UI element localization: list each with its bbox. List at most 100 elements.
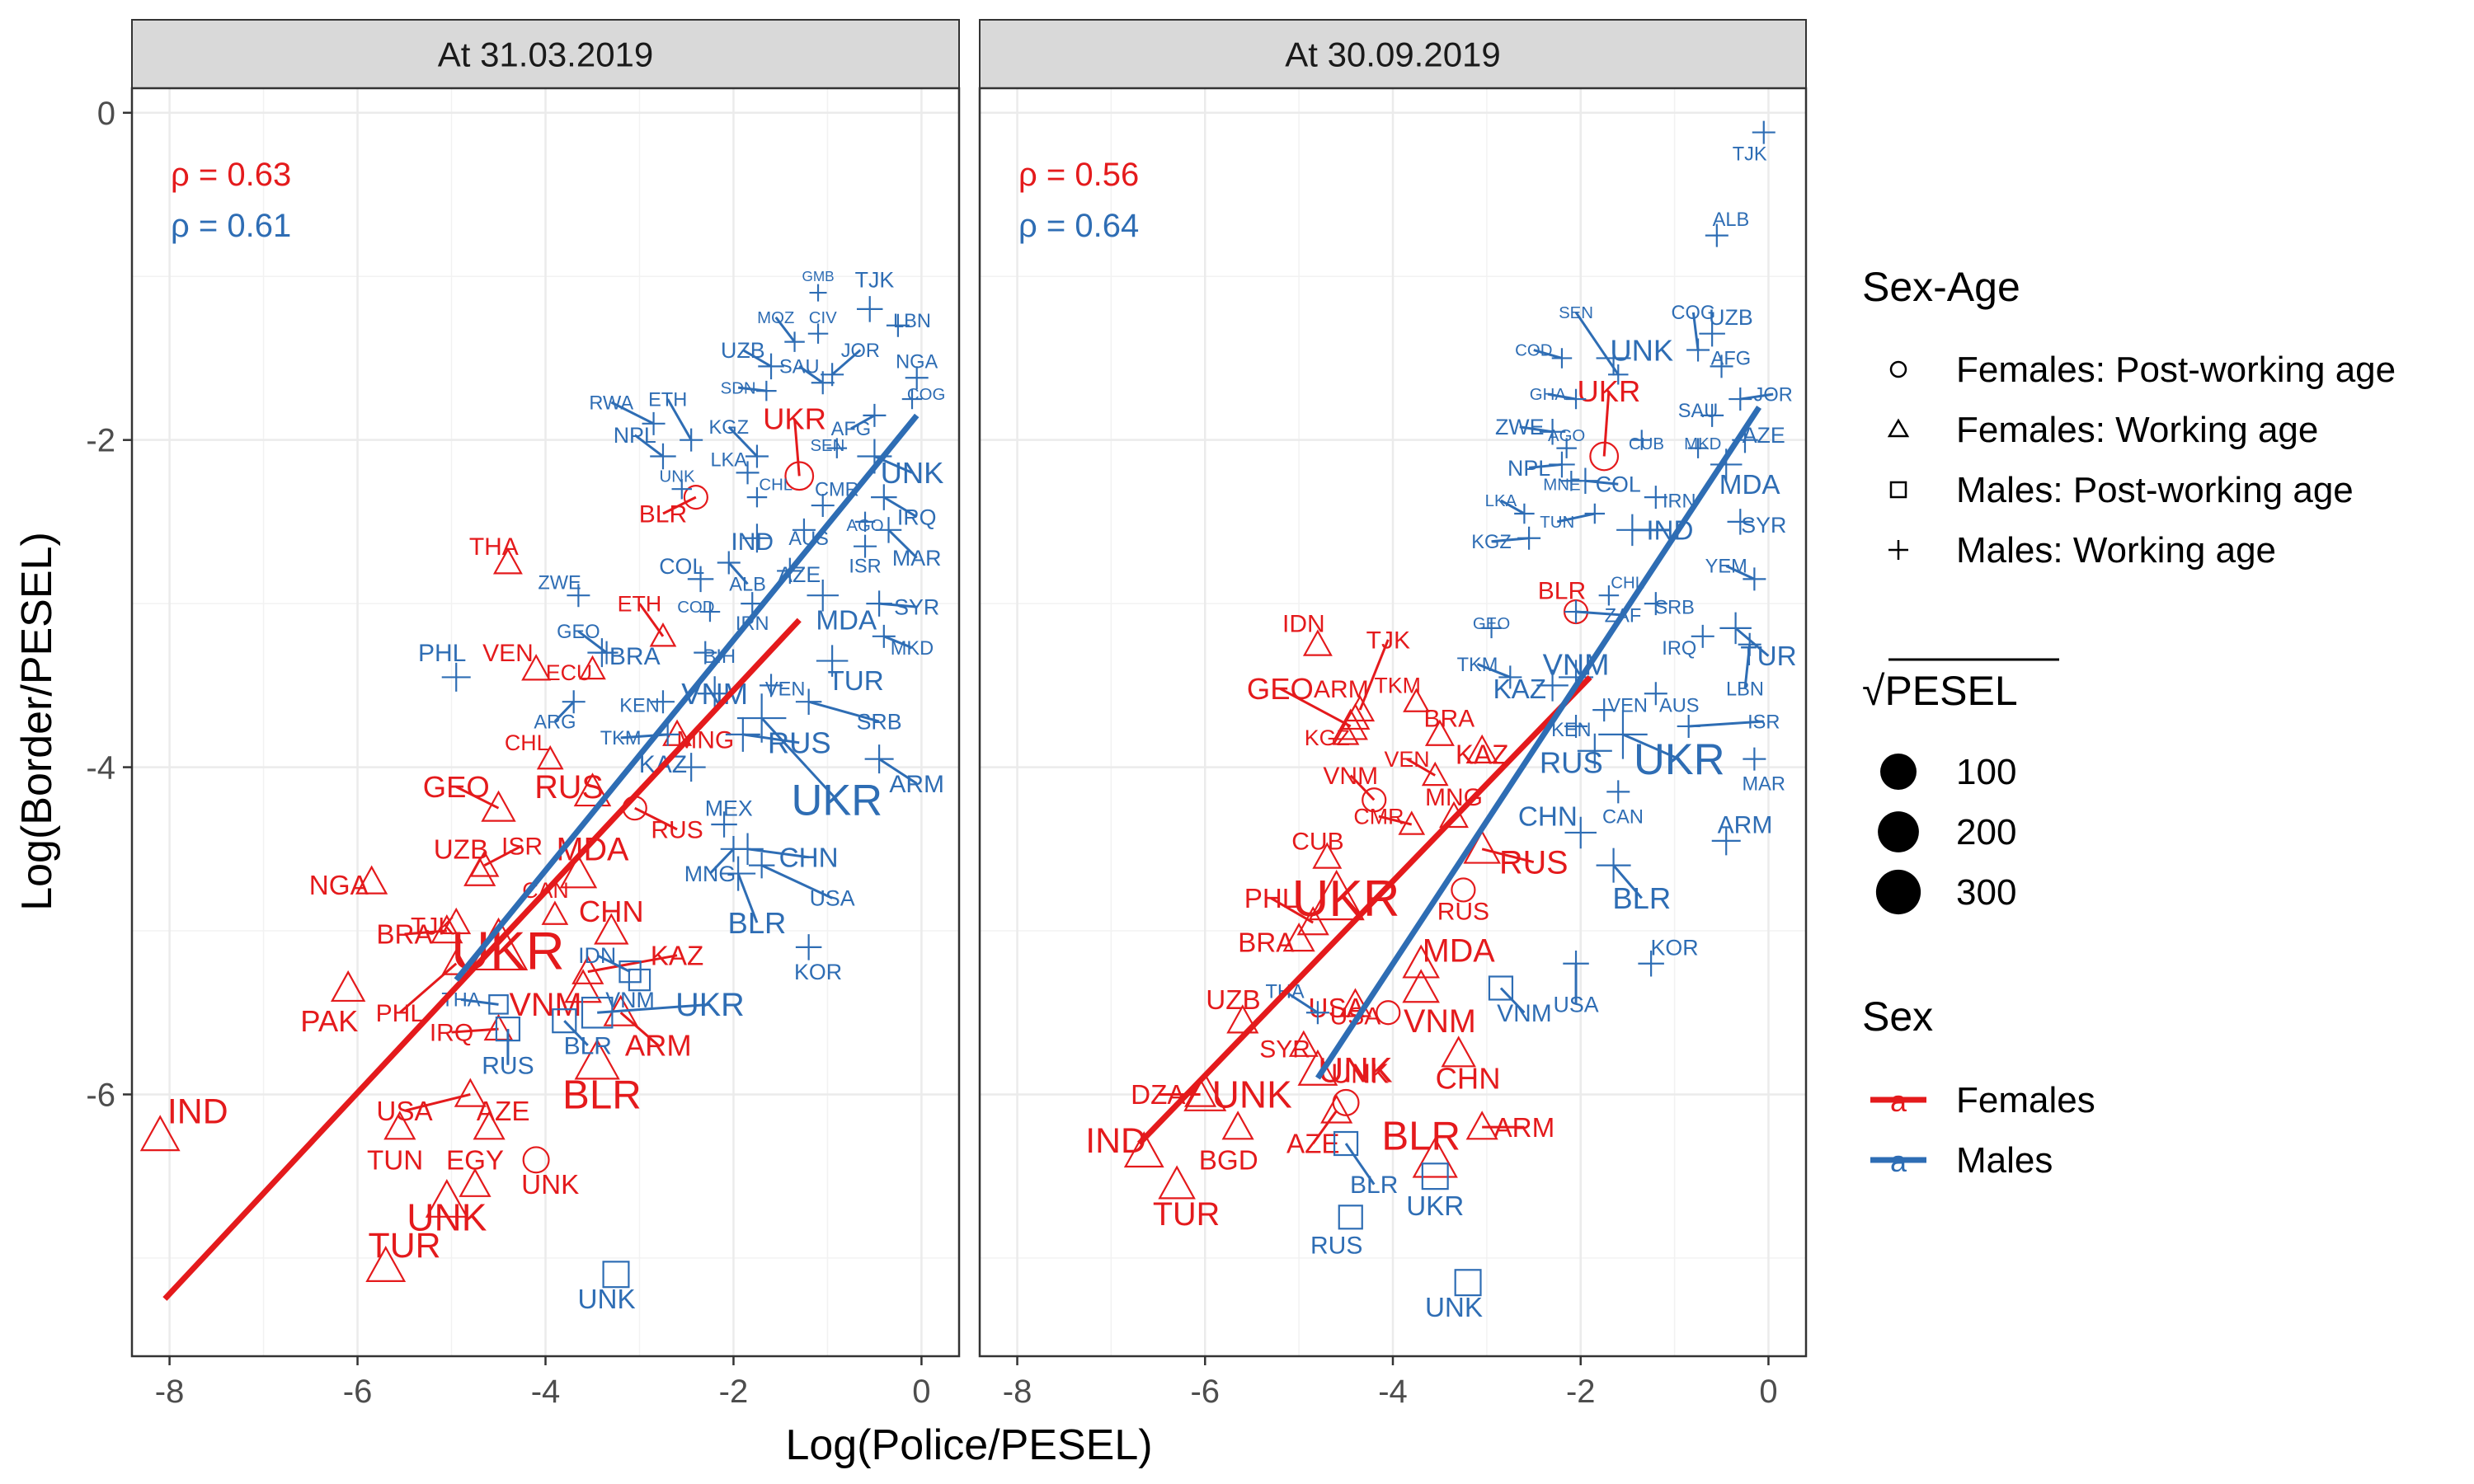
- point-label: EGY: [446, 1145, 504, 1176]
- point-aus: [792, 518, 816, 542]
- point-tkm: [1498, 665, 1522, 689]
- point-geo: [1333, 708, 1368, 740]
- label-leader: [610, 401, 655, 425]
- label-leader: [404, 1093, 471, 1112]
- legend-size-label: 300: [1956, 872, 2016, 913]
- point-kaz: [1465, 734, 1498, 763]
- point-label: PAK: [300, 1004, 358, 1038]
- point-label: BLR: [564, 1032, 612, 1059]
- x-tick-label: -2: [1566, 1374, 1596, 1410]
- legend-color-items: a Females a Males: [1870, 1080, 2095, 1181]
- point-sau: [1700, 403, 1724, 427]
- point-label: IND: [1085, 1121, 1146, 1161]
- point-label: GHA: [1530, 386, 1567, 404]
- point-label: TJK: [411, 913, 454, 941]
- point-chl: [1598, 585, 1620, 606]
- point-unk: [1596, 340, 1631, 376]
- point-phl: [1296, 906, 1329, 936]
- legend: Sex-Age Females: Post-working ageFemales…: [1862, 264, 2396, 1181]
- label-leader: [850, 414, 876, 430]
- point-ago: [1556, 438, 1577, 458]
- rho-annotation-females: ρ = 0.56: [1018, 157, 1139, 193]
- point-lbn: [1738, 632, 1761, 656]
- point-nga: [905, 366, 929, 390]
- point-can: [541, 900, 569, 925]
- point-lbn: [886, 313, 910, 337]
- point-sdn: [756, 380, 777, 402]
- point-label: CUB: [1629, 435, 1664, 453]
- point-label: VNM: [1404, 1003, 1476, 1040]
- point-label: TUR: [828, 666, 884, 697]
- point-idn: [1302, 629, 1333, 656]
- point-label: CUB: [1291, 828, 1343, 855]
- point-label: MDA: [816, 606, 877, 636]
- x-tick-label: -8: [1003, 1374, 1032, 1410]
- point-isr: [469, 850, 500, 877]
- point-label: VEN: [482, 640, 534, 667]
- point-label: COL: [1596, 472, 1641, 497]
- point-ind: [1616, 514, 1649, 547]
- label-leader: [1358, 639, 1390, 711]
- point-bra: [1282, 922, 1315, 952]
- label-leader: [887, 528, 918, 559]
- label-leader: [1688, 720, 1764, 728]
- point-cmr: [811, 494, 835, 518]
- legend-size-dot: [1875, 869, 1921, 915]
- point-aze: [1320, 1094, 1353, 1124]
- point-mng: [662, 719, 693, 746]
- label-leader: [398, 962, 458, 1014]
- point-label: ISR: [849, 556, 881, 578]
- point-label: KAZ: [651, 941, 704, 971]
- point-uzb: [1226, 1004, 1259, 1034]
- point-srb: [1644, 592, 1667, 616]
- point-label: SAU: [779, 357, 820, 378]
- point-usa: [748, 852, 775, 879]
- point-label: RUS: [1540, 745, 1603, 779]
- point-label: AFG: [831, 419, 872, 440]
- point-label: AUS: [1659, 695, 1700, 716]
- point-label: JOR: [1754, 384, 1793, 406]
- point-ind: [1123, 1131, 1164, 1168]
- point-bgd: [1221, 1111, 1254, 1140]
- point-label: BLR: [639, 500, 687, 528]
- point-blr: [1412, 1136, 1458, 1178]
- y-tick-label: -4: [86, 750, 115, 787]
- point-label: KGZ: [708, 417, 749, 439]
- label-leader: [760, 717, 838, 801]
- label-leader: [404, 929, 447, 936]
- point-label: RUS: [1437, 899, 1489, 926]
- point-label: KEN: [619, 695, 660, 716]
- point-jor: [1729, 387, 1752, 411]
- point-label: CHL: [759, 476, 793, 494]
- point-label: BLR: [562, 1073, 642, 1118]
- legend-shape-circle: [1889, 360, 1907, 378]
- legend-shape-title: Sex-Age: [1862, 264, 2020, 310]
- point-kaz: [1536, 669, 1569, 702]
- point-arm: [1711, 826, 1741, 856]
- point-ecu: [579, 655, 606, 680]
- point-label: IND: [167, 1092, 228, 1131]
- y-axis-title: Log(Border/PESEL): [13, 532, 61, 911]
- point-label: GEO: [1247, 672, 1314, 706]
- point-blr: [683, 485, 708, 510]
- point-usa: [1563, 950, 1589, 977]
- point-label: YEM: [1705, 556, 1747, 578]
- point-label: ARM: [1718, 812, 1773, 839]
- label-leader: [708, 848, 735, 875]
- point-ind: [742, 524, 772, 553]
- label-leader: [1284, 990, 1319, 1014]
- point-label: CHL: [505, 730, 549, 755]
- point-cub: [1631, 430, 1652, 450]
- point-chl: [746, 486, 768, 508]
- point-label: GMB: [802, 268, 834, 284]
- point-ind: [139, 1115, 181, 1152]
- point-eth: [680, 428, 703, 452]
- point-label: RUS: [651, 816, 703, 843]
- point-label: CHN: [779, 843, 839, 873]
- point-label: RUS: [482, 1052, 534, 1079]
- point-label: ETH: [618, 592, 662, 617]
- point-uzb: [1699, 320, 1725, 347]
- point-civ: [807, 323, 829, 344]
- point-label: GEO: [1473, 615, 1510, 633]
- point-label: VNM: [1323, 763, 1378, 790]
